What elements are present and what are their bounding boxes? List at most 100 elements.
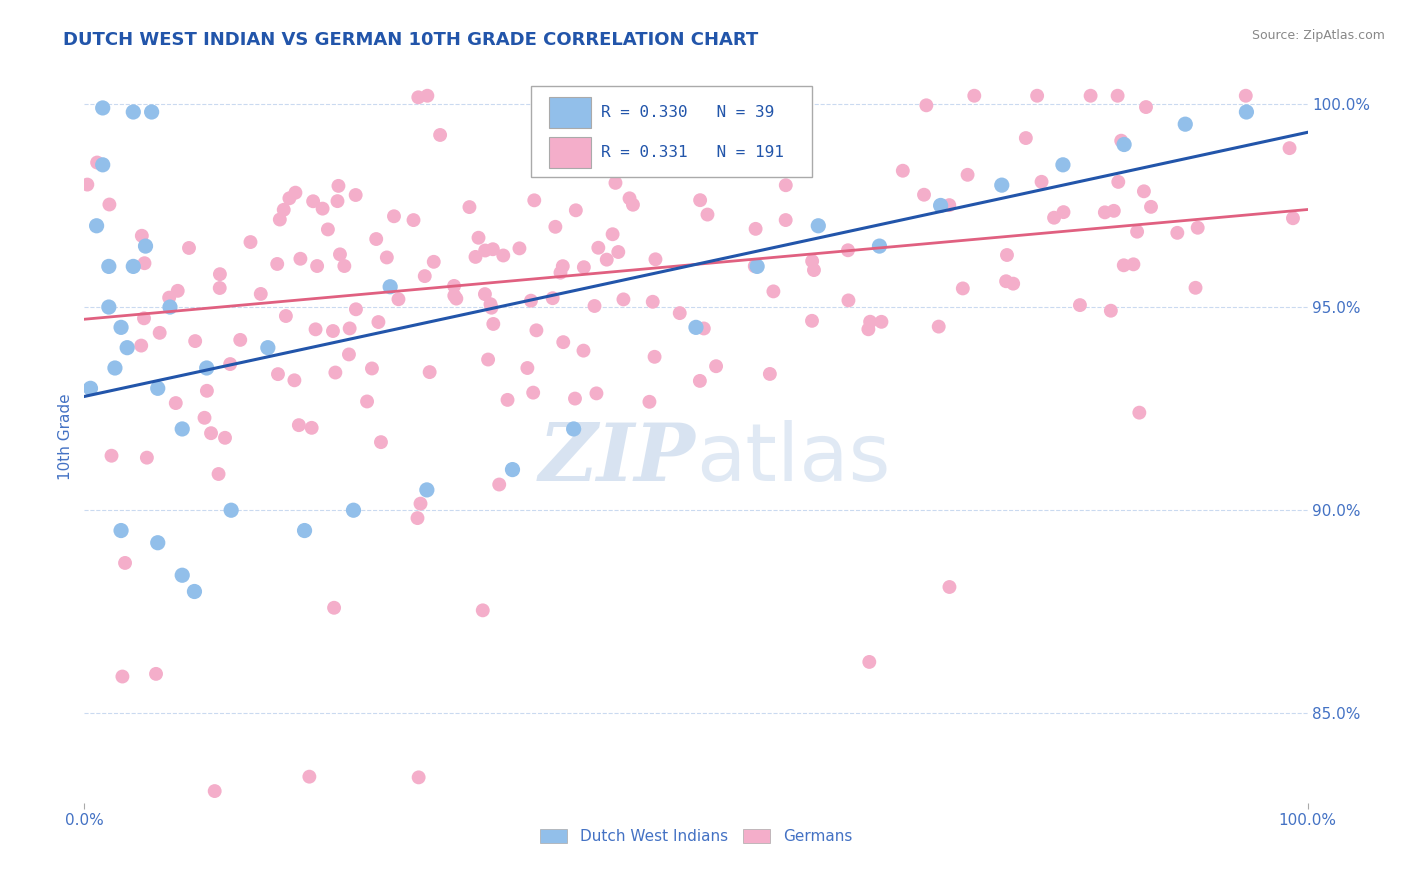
Point [837,293,859,308]
Point [1128,406,1150,420]
Point [110,524,132,538]
Point [387,292,409,306]
Point [479,297,502,311]
Point [273,202,295,217]
Point [540,140,562,154]
Point [963,88,986,103]
Point [1069,298,1091,312]
Point [1114,137,1136,152]
Point [1126,225,1149,239]
Point [288,418,311,433]
Point [1107,88,1129,103]
Point [912,187,935,202]
Point [294,524,316,538]
Point [858,655,880,669]
Point [801,314,824,328]
Point [644,252,666,267]
Point [995,274,1018,288]
Point [302,194,325,209]
Point [891,163,914,178]
Point [1099,303,1122,318]
Point [214,431,236,445]
Point [482,242,505,256]
Point [1080,88,1102,103]
Point [307,259,329,273]
Point [122,260,145,274]
Point [869,239,891,253]
Point [110,320,132,334]
Point [184,334,207,348]
Point [564,392,586,406]
Point [915,98,938,112]
Point [416,88,439,103]
Point [689,193,711,207]
Text: ZIP: ZIP [538,420,696,498]
Point [588,124,610,138]
Point [413,269,436,284]
Point [115,341,138,355]
Point [132,311,155,326]
FancyBboxPatch shape [550,97,591,128]
Point [1094,205,1116,219]
Point [204,784,226,798]
Point [406,511,429,525]
Point [76,178,98,192]
Point [429,128,451,142]
Point [79,381,101,395]
Point [1026,88,1049,103]
Point [135,450,157,465]
Point [1166,226,1188,240]
Point [301,421,323,435]
Point [249,287,271,301]
Point [402,213,425,227]
Point [837,244,859,258]
Point [1002,277,1025,291]
Point [208,281,231,295]
Point [541,291,564,305]
Point [458,200,481,214]
Point [668,306,690,320]
Point [508,241,530,255]
Point [641,294,664,309]
Point [200,426,222,441]
Point [159,300,181,314]
Point [86,219,108,233]
Point [344,188,367,202]
Point [619,191,641,205]
Point [266,257,288,271]
Point [342,503,364,517]
Point [995,248,1018,262]
Point [560,108,582,122]
Point [523,194,546,208]
Point [929,198,952,212]
Point [638,394,661,409]
Point [219,503,242,517]
Point [172,568,194,582]
Point [1278,141,1301,155]
Point [693,321,716,335]
Point [762,285,785,299]
Point [298,770,321,784]
Point [938,198,960,212]
Point [574,151,596,165]
Point [644,350,666,364]
Point [375,251,398,265]
Text: Source: ZipAtlas.com: Source: ZipAtlas.com [1251,29,1385,42]
Point [775,178,797,193]
Point [467,231,489,245]
Point [416,483,439,497]
Point [129,338,152,352]
Point [1135,100,1157,114]
Point [149,326,172,340]
Point [502,462,524,476]
Point [135,239,157,253]
Point [1140,200,1163,214]
Point [446,292,468,306]
Point [229,333,252,347]
Point [765,128,787,143]
Point [1102,203,1125,218]
Point [471,603,494,617]
Point [464,250,486,264]
Point [145,666,167,681]
Point [419,365,441,379]
